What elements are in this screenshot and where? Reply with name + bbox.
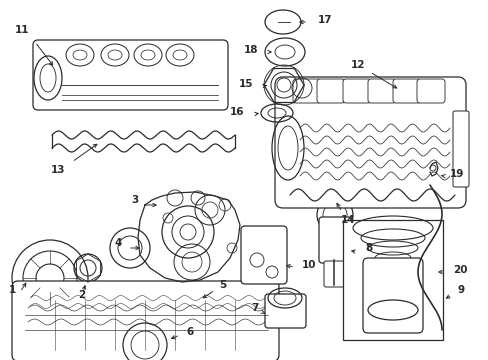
Text: 15: 15 xyxy=(238,79,252,89)
FancyBboxPatch shape xyxy=(292,79,320,103)
FancyBboxPatch shape xyxy=(324,261,346,287)
Text: 8: 8 xyxy=(364,243,371,253)
Text: 7: 7 xyxy=(251,303,258,313)
Bar xyxy=(342,220,442,340)
FancyBboxPatch shape xyxy=(264,294,305,328)
FancyBboxPatch shape xyxy=(12,281,279,360)
Text: 1: 1 xyxy=(8,285,16,295)
FancyBboxPatch shape xyxy=(274,77,465,208)
Text: 16: 16 xyxy=(229,107,244,117)
Text: 13: 13 xyxy=(51,165,65,175)
Text: 9: 9 xyxy=(457,285,464,295)
Text: 18: 18 xyxy=(243,45,258,55)
Text: 19: 19 xyxy=(449,169,464,179)
Text: 6: 6 xyxy=(186,327,193,337)
FancyBboxPatch shape xyxy=(367,79,395,103)
Text: 3: 3 xyxy=(131,195,138,205)
Text: 5: 5 xyxy=(219,280,226,290)
Text: 2: 2 xyxy=(78,290,85,300)
FancyBboxPatch shape xyxy=(392,79,420,103)
Text: 20: 20 xyxy=(452,265,467,275)
Text: 11: 11 xyxy=(15,25,29,35)
Text: 17: 17 xyxy=(317,15,332,25)
Text: 10: 10 xyxy=(302,260,316,270)
FancyBboxPatch shape xyxy=(416,79,444,103)
FancyBboxPatch shape xyxy=(362,258,422,333)
Text: 4: 4 xyxy=(114,238,122,248)
FancyBboxPatch shape xyxy=(241,226,286,284)
FancyBboxPatch shape xyxy=(342,79,370,103)
FancyBboxPatch shape xyxy=(318,217,350,263)
Text: 14: 14 xyxy=(340,215,355,225)
FancyBboxPatch shape xyxy=(33,40,227,110)
Text: 12: 12 xyxy=(350,60,365,70)
FancyBboxPatch shape xyxy=(452,111,468,187)
FancyBboxPatch shape xyxy=(316,79,345,103)
